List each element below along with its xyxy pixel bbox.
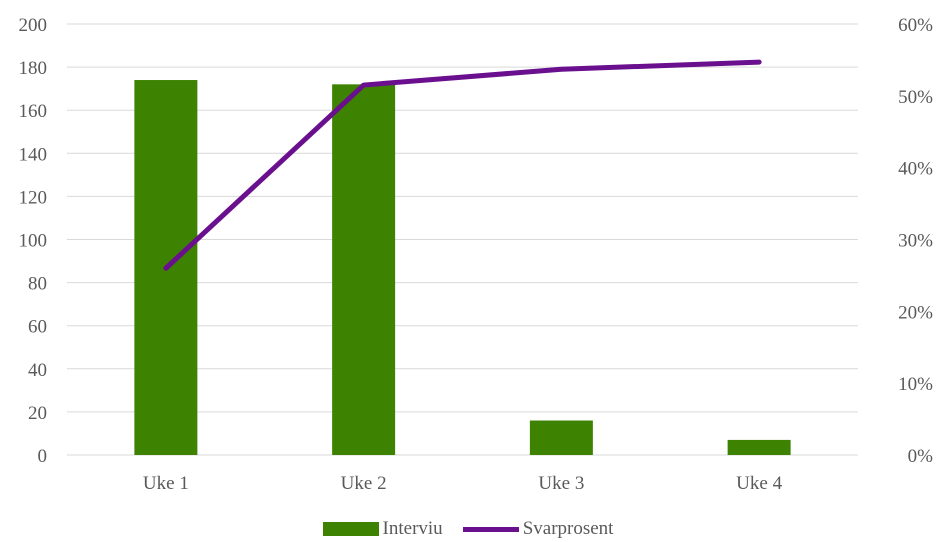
legend-swatch-line — [462, 526, 519, 532]
left-tick-label: 180 — [19, 58, 48, 79]
left-tick-label: 60 — [28, 317, 47, 338]
right-tick-label: 40% — [898, 159, 933, 180]
left-tick-label: 140 — [19, 144, 48, 165]
left-tick-label: 0 — [38, 446, 48, 467]
left-tick-label: 200 — [19, 15, 48, 36]
category-label: Uke 2 — [341, 473, 387, 494]
right-tick-label: 20% — [898, 302, 933, 323]
right-tick-label: 50% — [898, 87, 933, 108]
legend-item-interviu: Interviu — [322, 518, 443, 540]
line-path — [163, 59, 762, 271]
bar-series-interviu — [134, 80, 791, 455]
left-tick-label: 120 — [19, 187, 48, 208]
left-tick-label: 40 — [28, 360, 47, 381]
left-axis-ticks: 0 20 40 60 80 100 120 140 160 180 200 — [19, 15, 48, 467]
right-axis-ticks: 0% 10% 20% 30% 40% 50% 60% — [898, 15, 933, 467]
category-label: Uke 4 — [736, 473, 782, 494]
category-label: Uke 3 — [538, 473, 584, 494]
left-tick-label: 80 — [28, 274, 47, 295]
bar — [727, 439, 791, 455]
legend-label-interviu: Interviu — [382, 518, 443, 539]
right-tick-label: 60% — [898, 15, 933, 36]
left-tick-label: 100 — [19, 231, 48, 252]
category-labels: Uke 1 Uke 2 Uke 3 Uke 4 — [143, 473, 783, 494]
line-series-svarprosent — [163, 59, 762, 271]
legend: Interviu Svarprosent — [0, 516, 936, 542]
bar — [332, 84, 396, 455]
category-label: Uke 1 — [143, 473, 189, 494]
legend-item-svarprosent: Svarprosent — [462, 518, 614, 540]
right-tick-label: 10% — [898, 374, 933, 395]
left-tick-label: 160 — [19, 101, 48, 122]
legend-label-svarprosent: Svarprosent — [522, 518, 614, 539]
bar — [529, 420, 593, 455]
right-tick-label: 0% — [908, 446, 934, 467]
left-tick-label: 20 — [28, 403, 47, 424]
right-tick-label: 30% — [898, 231, 933, 252]
legend-swatch-bar — [322, 522, 379, 536]
